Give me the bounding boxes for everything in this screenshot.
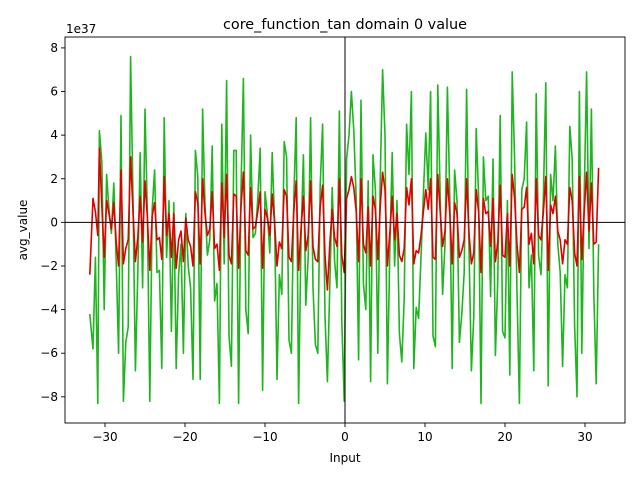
x-tick-label: 20 <box>497 430 512 444</box>
x-tick-label: 30 <box>577 430 592 444</box>
y-axis-label: avg_value <box>16 200 30 261</box>
x-tick-label: 0 <box>341 430 349 444</box>
y-tick-label: 8 <box>50 41 58 55</box>
x-tick-label: −10 <box>252 430 277 444</box>
y-tick-label: 0 <box>50 215 58 229</box>
y-tick-label: 2 <box>50 172 58 186</box>
y-axis-ticks: −8 −6 −4 −2 0 2 4 6 8 <box>40 41 65 404</box>
plot-area <box>65 37 625 423</box>
x-axis-ticks: −30 −20 −10 0 10 20 30 <box>92 423 593 444</box>
y-tick-label: −2 <box>40 259 58 273</box>
y-tick-label: −8 <box>40 390 58 404</box>
y-tick-label: 4 <box>50 128 58 142</box>
x-tick-label: −30 <box>92 430 117 444</box>
y-tick-label: −6 <box>40 346 58 360</box>
x-tick-label: 10 <box>417 430 432 444</box>
y-offset-label: 1e37 <box>66 22 96 36</box>
plot-frame <box>64 36 626 424</box>
y-tick-label: −4 <box>40 303 58 317</box>
series-line-1 <box>89 55 600 405</box>
series-line-2 <box>89 147 600 291</box>
x-axis-label: Input <box>329 451 360 465</box>
chart-title: core_function_tan domain 0 value <box>223 17 467 33</box>
y-tick-label: 6 <box>50 85 58 99</box>
x-tick-label: −20 <box>172 430 197 444</box>
